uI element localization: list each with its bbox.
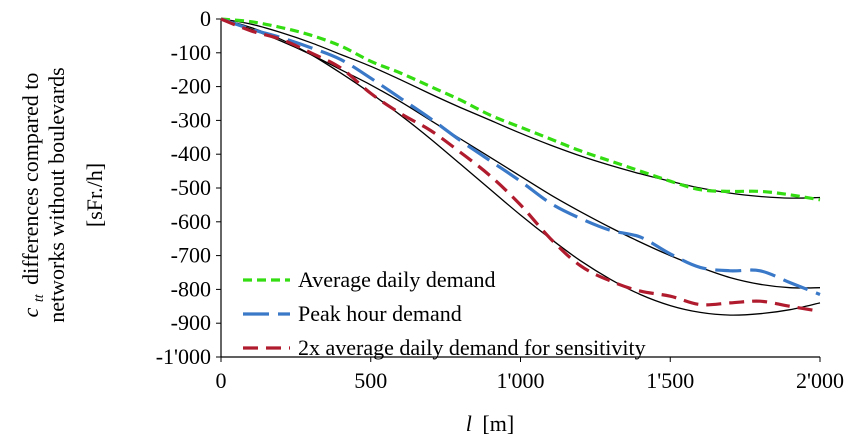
fit-line bbox=[220, 18, 821, 289]
y-tick-label: -600 bbox=[171, 209, 211, 234]
legend-label: Average daily demand bbox=[298, 267, 496, 292]
x-axis-label: l [m] bbox=[466, 411, 514, 436]
legend-label: 2x average daily demand for sensitivity bbox=[298, 335, 646, 360]
y-axis-label-line1: c tt differences compared to bbox=[18, 73, 48, 318]
fit-line bbox=[220, 18, 821, 316]
x-tick-label: 500 bbox=[354, 368, 387, 393]
y-tick-label: -100 bbox=[171, 40, 211, 65]
y-tick-label: -300 bbox=[171, 107, 211, 132]
series-lines bbox=[220, 17, 821, 313]
fit-line bbox=[220, 18, 821, 199]
legend: Average daily demand Peak hour demand 2x a… bbox=[243, 267, 646, 360]
y-tick-label: 0 bbox=[200, 6, 211, 31]
series-line bbox=[220, 17, 821, 202]
y-axis-label: c tt differences compared to networks wi… bbox=[18, 67, 107, 322]
x-tick-label: 1'000 bbox=[497, 368, 545, 393]
tick-labels: 0 -100 -200 -300 -400 -500 -600 -700 -800 -900 -1'… bbox=[156, 6, 844, 393]
y-tick-label: -200 bbox=[171, 74, 211, 99]
y-tick-label: -500 bbox=[171, 175, 211, 200]
legend-label: Peak hour demand bbox=[298, 301, 462, 326]
x-tick-label: 2'000 bbox=[796, 368, 844, 393]
y-axis-label-line2: networks without boulevards bbox=[44, 67, 69, 322]
axes bbox=[216, 18, 821, 362]
y-tick-label: -900 bbox=[171, 310, 211, 335]
y-tick-label: -400 bbox=[171, 141, 211, 166]
x-axis-variable: l bbox=[466, 411, 472, 436]
y-axis-line1-text: differences compared to bbox=[18, 73, 43, 285]
x-tick-label: 1'500 bbox=[646, 368, 694, 393]
y-axis-label-line3: [sFr./h] bbox=[82, 163, 107, 227]
y-tick-label: -1'000 bbox=[156, 344, 211, 369]
series-line bbox=[220, 17, 821, 313]
y-tick-label: -800 bbox=[171, 276, 211, 301]
y-axis-variable: c bbox=[18, 307, 43, 317]
x-axis-unit: [m] bbox=[482, 411, 514, 436]
series-line bbox=[220, 17, 821, 296]
y-tick-label: -700 bbox=[171, 243, 211, 268]
x-tick-label: 0 bbox=[216, 368, 227, 393]
y-axis-variable-subscript: tt bbox=[32, 293, 47, 302]
